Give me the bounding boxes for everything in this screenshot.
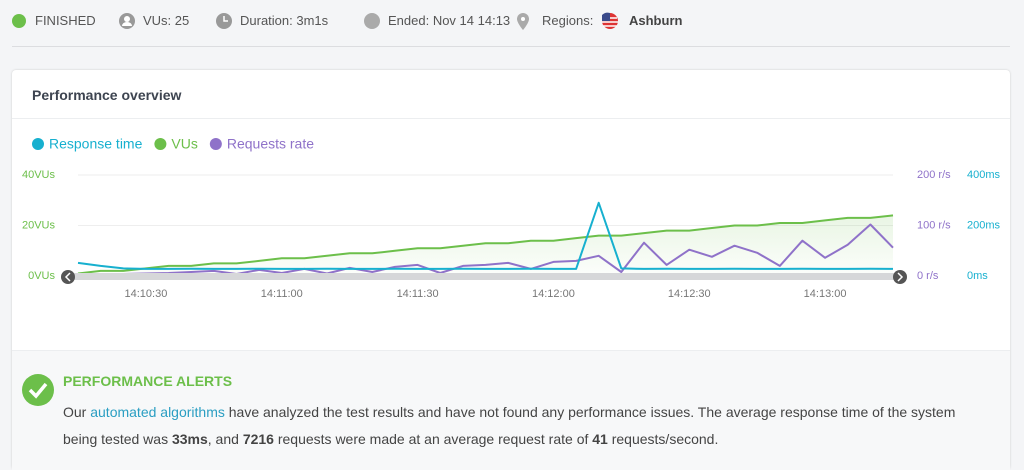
y-tick-label: 40VUs	[22, 169, 56, 181]
x-tick-label: 14:11:00	[261, 288, 303, 300]
y3-tick-label: 200ms	[967, 219, 1001, 231]
separator	[12, 118, 1010, 119]
ended: Ended: Nov 14 14:13	[388, 13, 511, 28]
y2-tick-label: 200 r/s	[917, 169, 951, 181]
legend-marker	[154, 138, 167, 150]
x-tick-label: 14:12:00	[532, 288, 575, 300]
x-tick-label: 14:10:30	[125, 288, 168, 300]
y-tick-label: 0VUs	[28, 270, 55, 282]
legend-label: Requests rate	[227, 136, 314, 152]
x-tick-label: 14:13:00	[804, 288, 847, 300]
vus: VUs: 25	[143, 13, 190, 28]
scroll-right[interactable]	[893, 270, 907, 284]
legend-marker	[32, 138, 44, 150]
x-tick-label: 14:11:30	[397, 288, 439, 300]
text: have analyzed the test results and have …	[63, 404, 956, 447]
line	[77, 214, 894, 275]
x-tick-label: 14:12:30	[668, 288, 711, 300]
text: , and	[207, 431, 243, 447]
alerts-text: Our automated algorithms have analyzed t…	[63, 399, 973, 453]
regions-label: Regions:	[542, 13, 594, 28]
status: FINISHED	[35, 13, 96, 28]
chart: 0VUs 20VUs 40VUs 0 r/s 100 r/s 200 r/s 0ms 200m…	[22, 136, 1001, 300]
bold: 33ms	[171, 431, 208, 447]
area	[78, 215, 893, 276]
alerts: PERFORMANCE ALERTS Our automated algorit…	[12, 350, 1010, 470]
alerts-title: PERFORMANCE ALERTS	[63, 373, 233, 389]
link[interactable]: automated algorithms	[90, 404, 225, 420]
panel-title: Performance overview	[32, 87, 182, 103]
text: requests/second.	[607, 431, 719, 447]
header: FINISHED VUs: 25 Duration: 3m1s Ended: N…	[12, 0, 1010, 47]
page: FINISHED VUs: 25 Duration: 3m1s Ended: N…	[12, 0, 1010, 470]
bold: 7216	[242, 431, 274, 447]
region: Ashburn	[629, 13, 683, 28]
y2-tick-label: 100 r/s	[917, 219, 951, 231]
line	[78, 223, 894, 276]
legend-marker	[209, 138, 222, 150]
legend-label: Response time	[49, 136, 143, 152]
text: requests were made at an average request…	[273, 431, 593, 447]
legend-label: VUs	[171, 136, 197, 152]
scroll-left[interactable]	[61, 270, 75, 284]
y-tick-label: 20VUs	[22, 219, 56, 231]
header-icons	[12, 12, 618, 30]
text: Our	[63, 404, 91, 420]
bold: 41	[592, 431, 608, 447]
check-icon	[22, 374, 54, 406]
y2-tick-label: 0 r/s	[917, 270, 939, 282]
y3-tick-label: 400ms	[967, 169, 1001, 181]
duration: Duration: 3m1s	[240, 13, 329, 28]
line	[77, 201, 894, 270]
y3-tick-label: 0ms	[967, 270, 988, 282]
scrollbar[interactable]	[68, 273, 900, 280]
